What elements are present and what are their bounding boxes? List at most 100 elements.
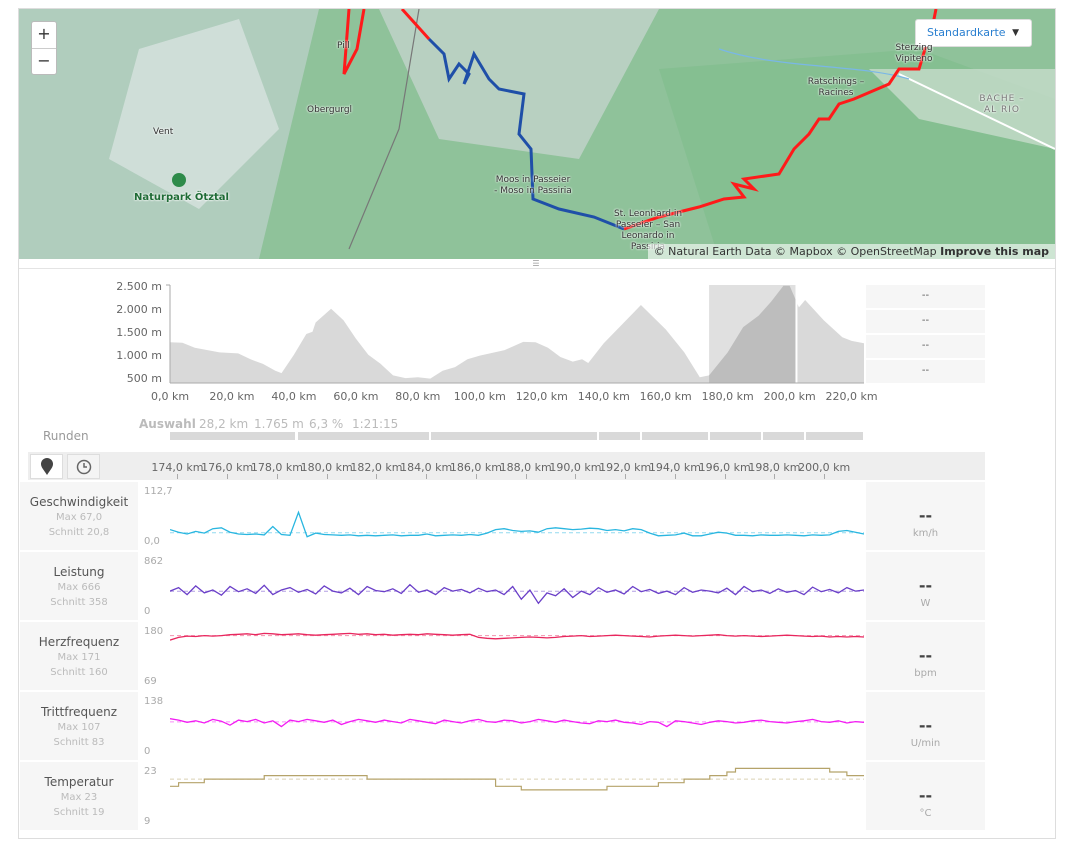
time-mode-button[interactable] — [67, 454, 100, 479]
detail-tick-label: 184,0 km — [400, 461, 453, 474]
detail-tick-mark — [475, 474, 477, 479]
sensor-current: -- °C — [866, 762, 985, 830]
map-marker-icon — [40, 458, 53, 475]
x-tick-label: 20,0 km — [209, 390, 255, 403]
sensor-current: -- W — [866, 552, 985, 620]
sensor-chart[interactable] — [170, 622, 864, 690]
map-style-dropdown[interactable]: Standardkarte ▼ — [915, 19, 1032, 47]
sensor-chart[interactable] — [170, 482, 864, 550]
laps-label: Runden — [43, 429, 89, 443]
detail-tick-label: 176,0 km — [201, 461, 254, 474]
selection-grade: 6,3 % — [309, 417, 344, 431]
page-frame — [18, 8, 1056, 839]
stat-value: -- — [866, 310, 985, 333]
map-terrain — [19, 9, 1055, 259]
sensor-name: Geschwindigkeit — [29, 495, 129, 509]
stat-value: -- — [866, 285, 985, 308]
lap-segment[interactable] — [298, 432, 430, 440]
distance-mode-button[interactable] — [30, 454, 63, 479]
detail-tick-mark — [376, 474, 378, 479]
detail-tick-mark — [774, 474, 776, 479]
elevation-chart[interactable] — [160, 280, 870, 390]
map-label: Moos in Passeier - Moso in Passiria — [494, 175, 572, 196]
sensor-name: Temperatur — [44, 775, 114, 789]
sensor-avg: Schnitt 20,8 — [48, 527, 110, 538]
caret-down-icon: ▼ — [1012, 28, 1019, 38]
lap-segment[interactable] — [710, 432, 761, 440]
detail-tick-label: 178,0 km — [250, 461, 303, 474]
sensor-current-value: -- — [918, 576, 933, 595]
x-tick-label: 0,0 km — [150, 390, 190, 403]
sensor-max: Max 107 — [57, 722, 101, 733]
route-other-segment — [623, 9, 938, 231]
map-label: Pill — [337, 41, 350, 51]
y-tick-label: 1.000 m — [116, 349, 162, 362]
selection-label: Auswahl — [139, 417, 196, 431]
x-tick-label: 220,0 km — [825, 390, 878, 403]
sensor-label: Herzfrequenz Max 171 Schnitt 160 — [20, 622, 138, 690]
sensor-line — [170, 718, 864, 728]
x-tick-label: 60,0 km — [333, 390, 379, 403]
sensor-current: -- U/min — [866, 692, 985, 760]
detail-tick-mark — [625, 474, 627, 479]
resize-handle[interactable]: ☰ — [532, 259, 540, 268]
map-label: Ratschings – Racines — [807, 77, 865, 98]
sensor-chart[interactable] — [170, 762, 864, 830]
detail-tick-mark — [227, 474, 229, 479]
sensor-chart[interactable] — [170, 692, 864, 760]
elevation-area — [170, 285, 864, 383]
sensor-row-leistung: Leistung Max 666 Schnitt 358 862 0 -- W — [20, 552, 985, 620]
detail-tick-label: 192,0 km — [599, 461, 652, 474]
x-tick-label: 100,0 km — [453, 390, 506, 403]
detail-tick-label: 186,0 km — [449, 461, 502, 474]
route-selected-segment — [427, 37, 625, 231]
sensor-chart[interactable] — [170, 552, 864, 620]
zoom-control: + − — [31, 21, 57, 75]
detail-tick-label: 196,0 km — [698, 461, 751, 474]
sensor-name: Herzfrequenz — [38, 635, 120, 649]
detail-tick-mark — [276, 474, 278, 479]
detail-tick-label: 174,0 km — [151, 461, 204, 474]
stat-value: -- — [866, 360, 985, 383]
sensor-current-value: -- — [918, 506, 933, 525]
y-tick-label: 1.500 m — [116, 326, 162, 339]
lap-segment[interactable] — [431, 432, 597, 440]
route-map[interactable]: + − Standardkarte ▼ Pill Obergurgl Vent N… — [19, 9, 1055, 259]
sensor-label: Trittfrequenz Max 107 Schnitt 83 — [20, 692, 138, 760]
improve-map-link[interactable]: Improve this map — [940, 245, 1049, 258]
zoom-in-button[interactable]: + — [37, 24, 51, 43]
detail-tick-label: 200,0 km — [798, 461, 851, 474]
sensor-max: Max 23 — [60, 792, 98, 803]
sensor-avg: Schnitt 19 — [53, 807, 105, 818]
sensor-line — [170, 632, 864, 641]
lap-segment[interactable] — [170, 432, 296, 440]
x-tick-label: 40,0 km — [271, 390, 317, 403]
detail-toolbar — [28, 452, 985, 480]
route-other-segment — [342, 9, 366, 75]
sensor-line — [170, 767, 864, 791]
detail-tick-mark — [575, 474, 577, 479]
sensor-label: Temperatur Max 23 Schnitt 19 — [20, 762, 138, 830]
sensor-current: -- km/h — [866, 482, 985, 550]
route-other-segment — [400, 9, 431, 41]
lap-segment[interactable] — [762, 432, 805, 440]
sensor-y-max: 862 — [144, 556, 164, 567]
sensor-y-max: 138 — [144, 696, 164, 707]
map-label: Sterzing Vipiteno — [895, 43, 933, 64]
lap-segment[interactable] — [598, 432, 640, 440]
selection-elevation: 1.765 m — [254, 417, 304, 431]
detail-tick-label: 194,0 km — [648, 461, 701, 474]
x-tick-label: 180,0 km — [701, 390, 754, 403]
detail-tick-mark — [326, 474, 328, 479]
sensor-name: Trittfrequenz — [40, 705, 118, 719]
sensor-y-min: 9 — [144, 816, 151, 827]
y-tick-label: 500 m — [126, 372, 162, 385]
selection-area — [709, 285, 797, 383]
sensor-name: Leistung — [53, 565, 105, 579]
sensor-unit: W — [920, 598, 931, 609]
detail-tick-label: 198,0 km — [748, 461, 801, 474]
sensor-unit: °C — [919, 808, 932, 819]
zoom-out-button[interactable]: − — [32, 48, 56, 74]
lap-segment[interactable] — [641, 432, 709, 440]
lap-segment[interactable] — [806, 432, 863, 440]
